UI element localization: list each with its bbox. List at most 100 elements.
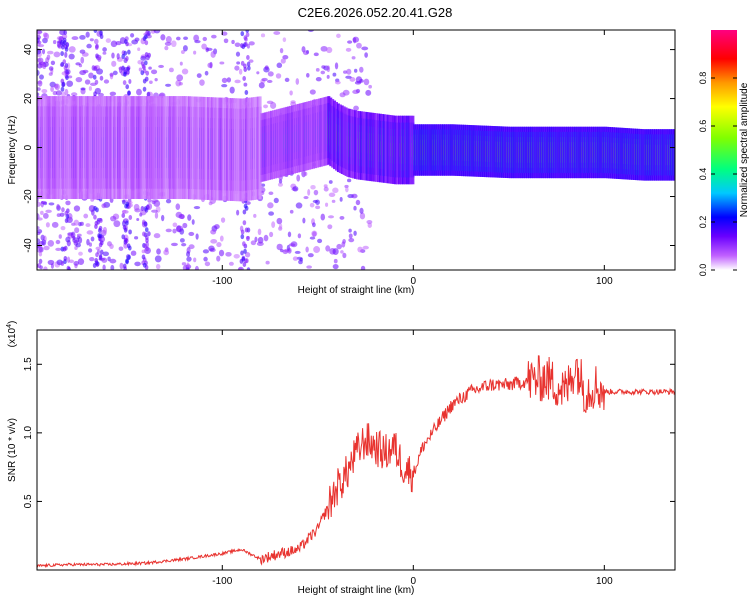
noise-blob (84, 79, 91, 85)
noise-blob (133, 203, 140, 211)
noise-blob (119, 262, 124, 270)
noise-blob (348, 228, 352, 233)
noise-blob (254, 236, 258, 243)
ridge-cell (170, 96, 174, 199)
noise-blob (205, 47, 213, 51)
ridge-cell (592, 126, 596, 179)
ridge-cell (377, 113, 381, 183)
noise-blob (75, 77, 83, 83)
noise-blob (257, 228, 262, 236)
noise-blob (55, 90, 63, 96)
noise-blob (339, 215, 345, 220)
ridge-cell (128, 96, 132, 199)
ridge-cell (663, 129, 667, 181)
noise-blob (353, 230, 357, 236)
noise-blob (85, 31, 90, 38)
ridge-cell (648, 129, 652, 181)
noise-blob (347, 40, 353, 44)
noise-blob (216, 255, 221, 262)
noise-blob (45, 222, 50, 228)
ridge-cell (417, 124, 421, 176)
ridge-cell (270, 110, 274, 180)
noise-blob (176, 36, 181, 41)
noise-blob (71, 92, 78, 97)
noise-blob (282, 249, 289, 255)
ridge-cell (159, 96, 163, 199)
ridge-cell (65, 96, 69, 199)
ridge-cell (264, 112, 268, 181)
noise-blob (328, 180, 333, 184)
noise-blob (40, 234, 45, 241)
noise-blob (282, 54, 289, 60)
ridge-cell (489, 125, 493, 178)
noise-blob (98, 255, 103, 261)
ridge-cell (90, 96, 94, 199)
bottom-y-axis-label: SNR (10 * v/v) (7, 418, 18, 482)
ridge-cell (149, 96, 153, 199)
snr-series-line (37, 355, 675, 569)
ridge-cell (413, 124, 417, 176)
ridge-cell (566, 126, 570, 179)
ridge-cell (346, 108, 350, 177)
ridge-cell (86, 96, 90, 199)
ridge-cell (653, 129, 657, 181)
ridge-cell (396, 115, 400, 185)
ridge-cell (271, 110, 275, 179)
noise-blob (219, 61, 225, 65)
ridge-cell (533, 126, 537, 179)
noise-blob (364, 52, 368, 58)
ridge-cell (638, 128, 642, 181)
noise-blob (145, 70, 150, 76)
noise-blob (110, 215, 117, 222)
ridge-cell (308, 101, 312, 170)
ridge-cell (306, 101, 310, 171)
noise-blob (244, 89, 249, 95)
y-tick-label: -20 (23, 189, 34, 204)
noise-blob (234, 79, 241, 84)
noise-blob (279, 248, 284, 253)
noise-blob (55, 239, 61, 245)
noise-blob (353, 105, 359, 111)
ridge-cell (132, 96, 136, 199)
noise-blob (77, 258, 85, 266)
noise-blob (140, 206, 145, 212)
noise-blob (99, 240, 104, 246)
noise-blob (136, 88, 142, 96)
ridge-cell (501, 126, 505, 178)
ridge-cell (386, 114, 390, 184)
ridge-cell (531, 126, 535, 179)
ridge-cell (205, 97, 209, 200)
ridge-cell (611, 127, 615, 179)
noise-blob (226, 77, 232, 83)
ridge-cell (359, 111, 363, 180)
noise-blob (323, 186, 329, 192)
noise-blob (362, 245, 369, 250)
ridge-cell (243, 98, 247, 202)
noise-blob (204, 261, 211, 267)
noise-blob (161, 214, 165, 222)
noise-blob (82, 69, 89, 74)
noise-blob (102, 251, 110, 257)
ridge-cell (210, 97, 214, 201)
noise-blob (92, 74, 97, 80)
ridge-cell (126, 96, 130, 199)
noise-blob (66, 256, 71, 264)
noise-blob (88, 86, 92, 91)
noise-blob (109, 258, 117, 264)
ridge-cell (382, 114, 386, 183)
noise-blob (121, 234, 126, 240)
ridge-cell (657, 129, 661, 181)
ridge-cell (218, 97, 222, 201)
noise-blob (134, 37, 140, 42)
noise-blob (327, 224, 333, 230)
noise-blob (360, 265, 366, 270)
noise-blob (202, 36, 208, 42)
ridge-cell (73, 96, 77, 199)
ridge-cell (52, 96, 56, 199)
noise-blob (142, 262, 147, 268)
ridge-cell (229, 98, 233, 201)
noise-blob (313, 246, 321, 254)
noise-blob (309, 236, 316, 240)
ridge-cell (122, 96, 126, 199)
ridge-cell (447, 124, 451, 176)
